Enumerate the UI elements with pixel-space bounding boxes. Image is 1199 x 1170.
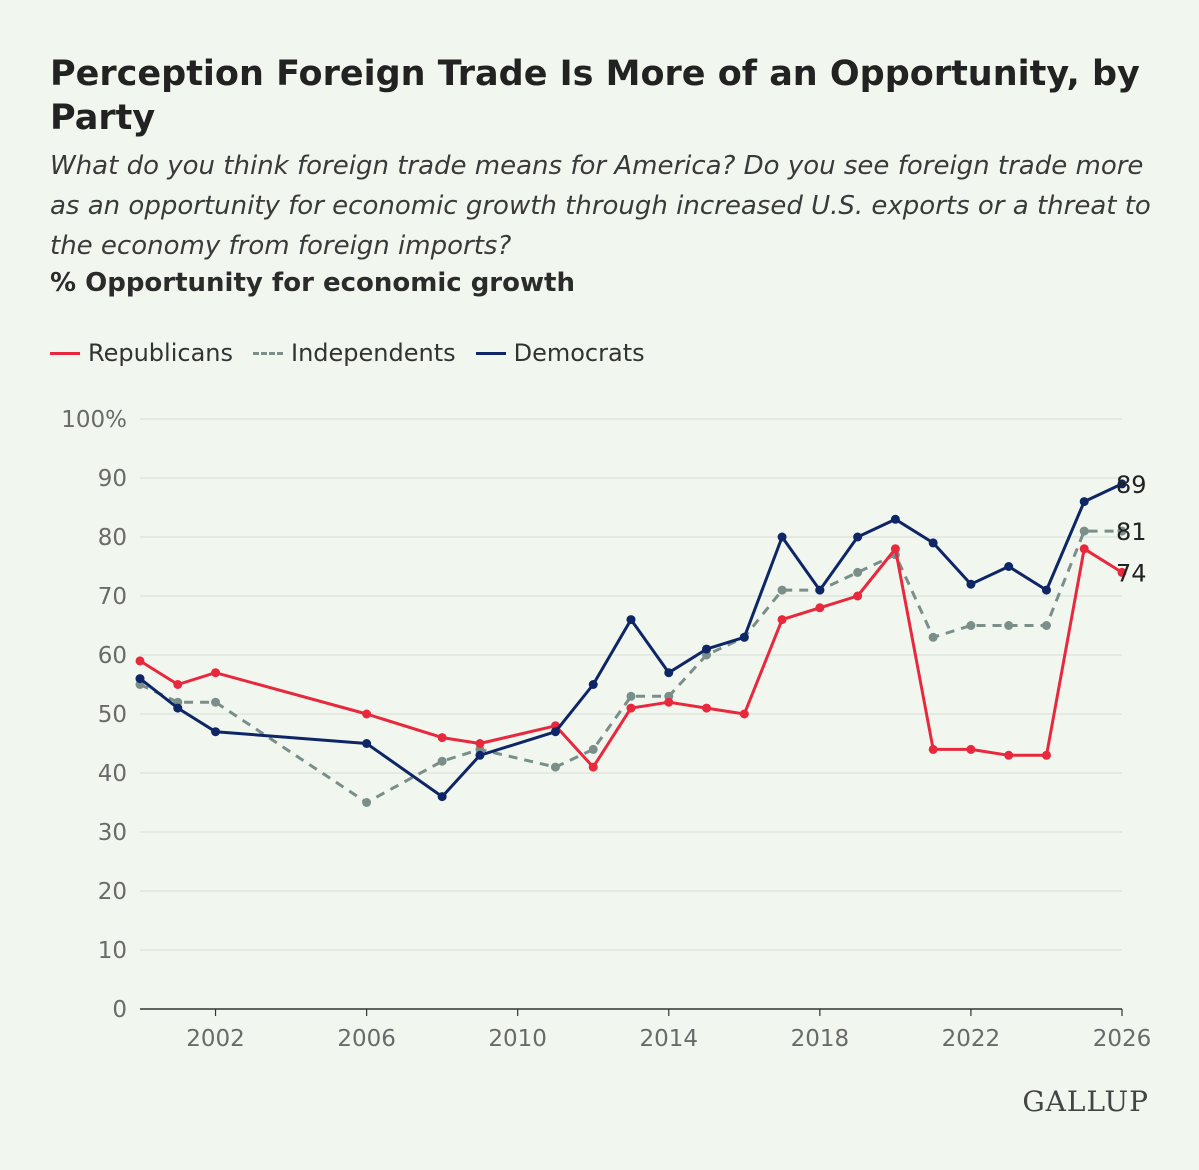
data-point-democrats	[475, 750, 485, 760]
data-point-democrats	[437, 792, 447, 802]
chart-title: Perception Foreign Trade Is More of an O…	[50, 54, 1140, 138]
data-point-republicans	[211, 668, 221, 678]
data-point-democrats	[890, 514, 900, 524]
data-point-democrats	[626, 615, 636, 625]
data-point-republicans	[702, 703, 712, 713]
data-point-independents	[928, 632, 938, 642]
data-point-independents	[853, 567, 863, 577]
data-point-republicans	[815, 603, 825, 613]
data-point-republicans	[890, 544, 900, 554]
data-point-democrats	[1004, 562, 1014, 571]
legend-label-republicans: Republicans	[88, 339, 233, 367]
data-point-republicans	[966, 744, 976, 754]
data-point-independents	[1041, 621, 1051, 630]
data-point-republicans	[135, 656, 145, 666]
data-point-independents	[1117, 526, 1127, 536]
chart-legend: Republicans Independents Democrats	[50, 336, 665, 370]
data-point-democrats	[550, 727, 560, 737]
y-tick-label: 90	[98, 466, 127, 492]
data-point-independents	[1079, 526, 1089, 536]
y-tick-label: 10	[98, 938, 127, 964]
data-point-republicans	[626, 703, 636, 713]
data-point-independents	[211, 697, 221, 707]
y-tick-label: 40	[98, 761, 127, 787]
data-point-democrats	[664, 668, 674, 678]
data-point-republicans	[664, 697, 674, 707]
data-point-democrats	[211, 727, 221, 737]
measure-label: % Opportunity for economic growth	[50, 268, 575, 298]
series-line-democrats	[139, 482, 1123, 799]
end-label-democrats: 89	[1116, 471, 1147, 499]
series-line-independents	[139, 529, 1122, 804]
gallup-logo: GALLUP	[1022, 1085, 1149, 1118]
data-point-independents	[588, 744, 598, 754]
data-point-independents	[1004, 621, 1014, 630]
legend-swatch-democrats	[475, 351, 506, 355]
data-point-democrats	[362, 739, 372, 748]
y-tick-label: 70	[98, 584, 127, 610]
data-point-independents	[777, 585, 787, 595]
data-point-republicans	[588, 762, 598, 772]
x-tick-label: 2026	[1093, 1026, 1152, 1052]
data-point-democrats	[702, 644, 712, 654]
y-tick-label: 20	[98, 879, 127, 905]
data-point-republicans	[739, 709, 749, 719]
data-point-republicans	[1041, 750, 1051, 760]
y-tick-label: 0	[112, 997, 127, 1023]
data-point-republicans	[1117, 567, 1127, 577]
data-point-republicans	[777, 615, 787, 625]
line-chart: 0 10 20 30 40 50 60 70 80 90 100% 2002 2006 2010 2014 2…	[61, 407, 1152, 1052]
legend-item-republicans: Republicans	[50, 339, 233, 367]
y-tick-label: 30	[98, 820, 127, 846]
data-point-democrats	[1079, 497, 1089, 507]
data-point-democrats	[173, 703, 183, 713]
legend-item-independents: Independents	[253, 339, 456, 367]
data-point-independents	[362, 798, 372, 807]
legend-swatch-republicans	[50, 351, 80, 355]
chart-subtitle: What do you think foreign trade means fo…	[50, 151, 1151, 261]
data-point-independents	[437, 756, 447, 766]
data-point-republicans	[1079, 544, 1089, 554]
x-tick-label: 2002	[186, 1026, 245, 1052]
data-point-republicans	[437, 733, 447, 743]
legend-swatch-independents	[253, 351, 283, 355]
data-point-democrats	[739, 632, 749, 642]
data-point-republicans	[362, 709, 372, 719]
data-point-democrats	[1117, 479, 1127, 489]
x-tick-label: 2018	[791, 1026, 850, 1052]
data-point-republicans	[928, 744, 938, 754]
y-tick-label: 60	[98, 643, 127, 669]
data-point-democrats	[135, 674, 145, 684]
data-point-democrats	[853, 532, 863, 542]
legend-label-independents: Independents	[291, 339, 456, 367]
data-point-republicans	[1004, 750, 1014, 760]
y-tick-label: 80	[98, 525, 127, 551]
data-point-democrats	[777, 532, 787, 542]
data-point-republicans	[853, 591, 863, 601]
data-point-republicans	[475, 739, 485, 748]
data-point-independents	[966, 621, 976, 630]
legend-label-democrats: Democrats	[513, 339, 645, 367]
data-point-democrats	[588, 680, 598, 689]
data-point-democrats	[1041, 585, 1051, 595]
x-tick-label: 2006	[337, 1026, 396, 1052]
data-point-democrats	[815, 585, 825, 595]
y-tick-label: 50	[98, 702, 127, 728]
data-point-republicans	[173, 680, 183, 689]
legend-item-democrats: Democrats	[475, 339, 645, 367]
data-point-democrats	[966, 579, 976, 589]
x-tick-label: 2022	[942, 1026, 1001, 1052]
y-tick-label: 100%	[61, 407, 127, 433]
x-tick-label: 2014	[639, 1026, 698, 1052]
end-label-republicans: 74	[1116, 559, 1147, 587]
x-tick-label: 2010	[488, 1026, 547, 1052]
data-point-independents	[550, 762, 560, 772]
end-label-independents: 81	[1116, 518, 1147, 546]
data-point-democrats	[928, 538, 938, 548]
series-line-republicans	[139, 547, 1123, 769]
data-point-independents	[626, 691, 636, 701]
